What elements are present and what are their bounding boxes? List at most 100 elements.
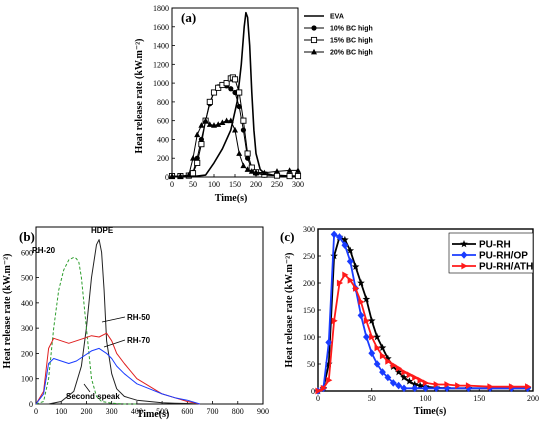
panel-b-xlabel: Time(s) — [137, 409, 170, 420]
data-point — [274, 168, 280, 174]
data-point — [194, 159, 201, 166]
x-tick-label: 300 — [106, 407, 118, 416]
data-point — [315, 387, 322, 395]
data-point — [357, 311, 365, 320]
y-tick-label: 1800 — [153, 4, 169, 13]
data-point — [373, 360, 381, 368]
data-point — [353, 285, 360, 292]
y-tick-label: 200 — [21, 349, 33, 358]
series-line-rh-70 — [35, 347, 201, 405]
legend-label: PU-RH/ATH — [479, 262, 533, 273]
data-point — [273, 172, 281, 179]
x-tick-label: 100 — [55, 407, 67, 416]
data-point — [325, 338, 333, 347]
x-tick-label: 50 — [189, 180, 197, 189]
series-line-eva — [172, 11, 298, 178]
x-tick-label: 800 — [232, 407, 244, 416]
panel-a-xlabel: Time(s) — [215, 193, 248, 204]
data-point — [202, 117, 209, 124]
legend-label: PU-RH — [479, 240, 511, 251]
y-tick-label: 200 — [157, 154, 169, 163]
y-tick-label: 100 — [21, 375, 33, 384]
data-point — [465, 384, 472, 393]
y-tick-label: 500 — [21, 274, 33, 283]
data-point — [422, 379, 430, 387]
legend-label: EVA — [330, 14, 344, 21]
data-point — [223, 80, 230, 87]
x-tick-label: 300 — [292, 180, 304, 189]
y-tick-label: 250 — [303, 252, 315, 261]
data-point — [227, 117, 234, 124]
x-tick-label: 600 — [181, 407, 193, 416]
data-point — [341, 241, 349, 249]
data-point — [432, 384, 440, 393]
data-point — [405, 377, 414, 385]
panel-b-label: (b) — [19, 229, 35, 244]
data-point — [422, 384, 429, 393]
data-point — [379, 352, 387, 360]
x-tick-label: 700 — [207, 407, 219, 416]
data-point — [240, 117, 247, 124]
panel-c-label: (c) — [280, 229, 294, 244]
data-point — [362, 295, 371, 303]
y-tick-label: 0 — [311, 387, 315, 396]
y-tick-label: 1000 — [153, 79, 169, 88]
data-point — [194, 131, 201, 138]
x-tick-label: 250 — [271, 180, 283, 189]
y-tick-label: 1200 — [153, 60, 169, 69]
x-tick-label: 0 — [316, 394, 320, 403]
data-point — [394, 368, 403, 376]
data-point — [406, 371, 413, 379]
y-tick-label: 0 — [165, 173, 169, 182]
data-point — [185, 171, 192, 178]
data-point — [417, 376, 424, 384]
y-tick-label: 300 — [303, 225, 315, 234]
panel-b-annotation: HDPE — [91, 226, 114, 235]
data-point — [330, 252, 338, 260]
data-point — [390, 361, 397, 369]
legend-marker — [310, 36, 318, 44]
data-point — [389, 379, 397, 387]
data-point — [374, 344, 381, 352]
legend-label: 15% BC high — [330, 38, 373, 45]
panel-a-ylabel: Heat release rate (kW.m⁻²) — [134, 39, 145, 154]
data-point — [412, 374, 419, 381]
data-point — [378, 343, 387, 352]
data-point — [384, 354, 392, 362]
data-point — [367, 316, 376, 325]
legend-label: 10% BC high — [330, 26, 373, 33]
x-tick-label: 100 — [420, 394, 432, 403]
data-point — [228, 86, 234, 92]
data-point — [189, 170, 197, 177]
y-tick-label: 400 — [157, 135, 169, 144]
legend-label: 20% BC high — [330, 50, 373, 57]
data-point — [206, 98, 213, 105]
data-point — [443, 384, 451, 393]
panel-b-chart: (b) Time(s) Heat release rate (kW.m⁻²) 0… — [2, 226, 269, 420]
y-tick-label: 600 — [21, 248, 33, 257]
y-tick-label: 800 — [157, 98, 169, 107]
panel-b-annotation: RH-20 — [32, 246, 56, 255]
data-point — [231, 76, 239, 83]
data-point — [190, 155, 196, 161]
data-point — [395, 381, 403, 390]
data-point — [401, 368, 408, 376]
y-tick-label: 0 — [29, 400, 33, 409]
data-point — [324, 360, 333, 368]
data-point — [362, 333, 370, 341]
x-tick-label: 100 — [208, 180, 220, 189]
legend-marker — [311, 48, 317, 55]
panel-a-chart: (a) Time(s) Heat release rate (kW.m⁻²) 0… — [134, 4, 373, 204]
data-point — [236, 103, 242, 110]
data-point — [198, 122, 205, 128]
panel-b-annotation: Second speak — [66, 392, 120, 401]
data-point — [261, 169, 268, 176]
panel-c-xlabel: Time(s) — [414, 406, 447, 417]
annotation-arrow — [103, 339, 126, 348]
data-point — [465, 382, 473, 389]
data-point — [525, 383, 532, 391]
panel-a-legend: EVA 10% BC high 15% BC high 20% BC high — [304, 14, 373, 57]
data-point — [320, 384, 327, 392]
data-point — [487, 383, 494, 391]
y-tick-label: 200 — [303, 279, 315, 288]
